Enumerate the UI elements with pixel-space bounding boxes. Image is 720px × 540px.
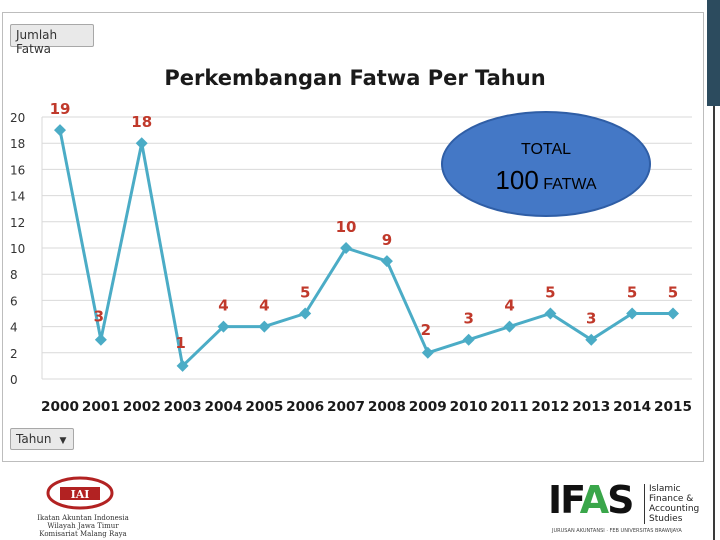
y-tick-label-0: 0 bbox=[10, 373, 18, 387]
ifas-tagline: Islamic Finance & Accounting Studies bbox=[649, 484, 699, 524]
iai-line-2: Wilayah Jawa Timur bbox=[47, 522, 119, 530]
data-point-2005 bbox=[258, 320, 271, 333]
data-label-2011: 4 bbox=[504, 297, 514, 315]
x-tick-label-2007: 2007 bbox=[327, 400, 365, 415]
y-tick-label-8: 8 bbox=[10, 268, 18, 282]
ifas-subline: JURUSAN AKUNTANSI · FEB UNIVERSITAS BRAW… bbox=[552, 528, 682, 534]
data-point-2011 bbox=[503, 320, 516, 333]
total-label: TOTAL bbox=[520, 141, 572, 158]
ifas-separator bbox=[644, 484, 645, 524]
total-unit: FATWA bbox=[543, 176, 597, 193]
dropdown-arrow-icon[interactable]: ▼ bbox=[59, 436, 67, 446]
total-number: 100 bbox=[495, 165, 539, 195]
category-field-button[interactable]: Tahun ▼ bbox=[10, 428, 74, 450]
x-tick-label-2015: 2015 bbox=[654, 400, 692, 415]
data-label-2006: 5 bbox=[300, 284, 310, 302]
ifas-tag-4: Studies bbox=[649, 514, 683, 524]
data-point-2006 bbox=[299, 307, 312, 320]
slide-divider-line bbox=[713, 106, 715, 540]
x-tick-label-2009: 2009 bbox=[409, 400, 447, 415]
x-tick-label-2000: 2000 bbox=[41, 400, 79, 415]
data-label-2002: 18 bbox=[131, 113, 152, 131]
ifas-wordmark: IFAS bbox=[548, 478, 635, 522]
total-bubble: TOTAL 100 FATWA bbox=[441, 111, 651, 217]
data-point-2000 bbox=[54, 124, 66, 137]
data-point-2002 bbox=[135, 137, 148, 150]
data-label-2008: 9 bbox=[382, 231, 392, 249]
ifas-tag-3: Accounting bbox=[649, 504, 700, 514]
data-label-2010: 3 bbox=[463, 310, 473, 328]
data-label-2014: 5 bbox=[627, 284, 637, 302]
iai-logo-mark: IAI bbox=[71, 488, 90, 501]
y-tick-label-18: 18 bbox=[10, 137, 25, 151]
x-tick-label-2008: 2008 bbox=[368, 400, 406, 415]
data-label-2013: 3 bbox=[586, 310, 596, 328]
iai-logo-band bbox=[60, 487, 100, 500]
data-point-2013 bbox=[585, 333, 598, 346]
iai-logo: IAI bbox=[46, 476, 114, 510]
data-point-2003 bbox=[176, 359, 189, 372]
y-tick-label-14: 14 bbox=[10, 190, 25, 204]
data-point-2012 bbox=[544, 307, 557, 320]
x-tick-label-2006: 2006 bbox=[286, 400, 324, 415]
y-tick-label-16: 16 bbox=[10, 163, 25, 177]
ifas-tag-2: Finance & bbox=[649, 494, 694, 504]
iai-line-1: Ikatan Akuntan Indonesia bbox=[37, 514, 129, 522]
x-tick-label-2014: 2014 bbox=[613, 400, 651, 415]
ifas-suffix: S bbox=[607, 478, 634, 522]
values-field-button[interactable]: Jumlah Fatwa bbox=[10, 24, 94, 56]
data-label-2005: 4 bbox=[259, 297, 269, 315]
x-tick-label-2010: 2010 bbox=[450, 400, 488, 415]
data-point-2004 bbox=[217, 320, 230, 333]
data-label-2004: 4 bbox=[218, 297, 228, 315]
category-field-label: Tahun bbox=[16, 432, 52, 446]
values-field-label: Jumlah Fatwa bbox=[16, 28, 58, 56]
data-label-2009: 2 bbox=[421, 321, 431, 339]
data-point-2001 bbox=[94, 333, 107, 346]
x-tick-label-2001: 2001 bbox=[82, 400, 120, 415]
data-point-2015 bbox=[667, 307, 679, 320]
data-point-2014 bbox=[626, 307, 639, 320]
data-point-2008 bbox=[380, 255, 393, 268]
data-label-2001: 3 bbox=[94, 308, 104, 326]
series-line-0 bbox=[58, 129, 673, 368]
y-tick-label-20: 20 bbox=[10, 111, 25, 125]
x-tick-label-2011: 2011 bbox=[491, 400, 529, 415]
ifas-prefix: IF bbox=[548, 478, 582, 522]
x-tick-label-2005: 2005 bbox=[245, 400, 283, 415]
data-label-2007: 10 bbox=[336, 218, 357, 236]
x-tick-label-2012: 2012 bbox=[531, 400, 569, 415]
ifas-logo: IFAS Islamic Finance & Accounting Studie… bbox=[548, 478, 708, 538]
data-point-2007 bbox=[340, 242, 353, 254]
x-tick-label-2003: 2003 bbox=[164, 400, 202, 415]
ifas-accent: A bbox=[579, 478, 609, 522]
data-label-2003: 1 bbox=[175, 334, 185, 352]
y-tick-label-12: 12 bbox=[10, 216, 25, 230]
chart-title: Perkembangan Fatwa Per Tahun bbox=[164, 66, 546, 90]
data-point-2009 bbox=[421, 346, 434, 359]
x-tick-label-2004: 2004 bbox=[204, 400, 242, 415]
total-value: 100 FATWA bbox=[443, 165, 649, 196]
x-tick-label-2002: 2002 bbox=[123, 400, 161, 415]
ifas-tag-1: Islamic bbox=[649, 484, 681, 494]
iai-org-text: Ikatan Akuntan Indonesia Wilayah Jawa Ti… bbox=[18, 514, 148, 538]
data-label-2000: 19 bbox=[50, 100, 71, 118]
pivot-chart-frame bbox=[2, 12, 704, 462]
y-tick-label-2: 2 bbox=[10, 347, 18, 361]
y-tick-label-6: 6 bbox=[10, 294, 18, 308]
y-tick-label-10: 10 bbox=[10, 242, 25, 256]
data-label-2015: 5 bbox=[668, 284, 678, 302]
x-tick-label-2013: 2013 bbox=[572, 400, 610, 415]
data-point-2010 bbox=[462, 333, 475, 346]
iai-line-3: Komisariat Malang Raya bbox=[39, 530, 127, 538]
slide-accent-bar bbox=[707, 0, 720, 106]
y-tick-label-4: 4 bbox=[10, 321, 18, 335]
data-label-2012: 5 bbox=[545, 284, 555, 302]
